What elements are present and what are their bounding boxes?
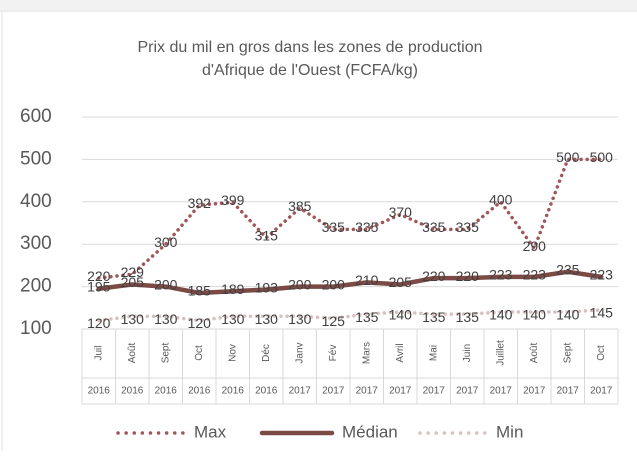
data-label: 235 — [556, 261, 580, 277]
x-group-label: 2017 — [490, 386, 513, 397]
data-label: 130 — [121, 311, 145, 327]
data-label: 399 — [221, 192, 245, 208]
data-label: 385 — [288, 198, 312, 214]
data-label: 223 — [590, 267, 614, 283]
x-group-label: 2017 — [322, 386, 345, 397]
x-tick-label: Oct — [194, 345, 205, 361]
x-tick-label: Août — [529, 342, 540, 363]
y-tick-label: 100 — [20, 318, 52, 339]
x-group-label: 2017 — [523, 386, 546, 397]
data-label: 189 — [221, 281, 245, 297]
data-label: 205 — [121, 274, 145, 290]
data-label: 120 — [188, 315, 212, 331]
data-label: 140 — [556, 307, 580, 323]
legend-label: Max — [194, 422, 227, 441]
y-tick-label: 200 — [20, 276, 52, 297]
x-tick-label: Juillet — [495, 340, 506, 366]
x-tick-label: Juil — [93, 345, 104, 360]
x-group-label: 2017 — [557, 386, 580, 397]
x-group-label: 2016 — [188, 386, 211, 397]
data-label: 200 — [288, 276, 312, 292]
series-line — [97, 308, 603, 323]
data-label: 140 — [523, 307, 547, 323]
x-group-label: 2017 — [456, 386, 479, 397]
data-label: 135 — [355, 309, 379, 325]
data-label: 500 — [556, 149, 580, 165]
x-tick-label: Déc — [261, 344, 272, 362]
data-label: 335 — [322, 219, 346, 235]
data-label: 130 — [154, 311, 178, 327]
x-tick-label: Mars — [361, 342, 372, 364]
x-tick-label: Mai — [428, 345, 439, 361]
x-tick-label: Oct — [596, 345, 607, 361]
data-label: 195 — [87, 278, 111, 294]
y-tick-label: 400 — [20, 191, 52, 212]
x-group-label: 2017 — [423, 386, 446, 397]
series-line — [96, 269, 604, 296]
data-label: 315 — [255, 228, 279, 244]
x-group-label: 2017 — [356, 386, 379, 397]
x-tick-label: Nov — [227, 344, 238, 362]
x-group-label: 2016 — [121, 386, 144, 397]
data-label: 223 — [523, 267, 547, 283]
y-tick-label: 500 — [20, 148, 52, 169]
data-label: 200 — [154, 276, 178, 292]
x-group-label: 2017 — [389, 386, 412, 397]
data-label: 220 — [456, 268, 480, 284]
x-tick-label: Sept — [160, 342, 171, 363]
x-group-label: 2016 — [222, 386, 245, 397]
data-label: 335 — [355, 219, 379, 235]
x-tick-label: Fév — [328, 345, 339, 362]
data-label: 120 — [87, 315, 111, 331]
data-label: 335 — [456, 219, 480, 235]
chart-title: Prix du mil en gros dans les zones de pr… — [137, 39, 482, 56]
x-tick-label: Avril — [395, 343, 406, 362]
x-tick-label: Juin — [462, 344, 473, 362]
data-label: 145 — [590, 305, 614, 321]
y-tick-label: 600 — [20, 106, 52, 127]
data-label: 220 — [422, 268, 446, 284]
x-tick-label: Août — [127, 342, 138, 363]
data-label: 223 — [489, 267, 513, 283]
data-label: 130 — [255, 311, 279, 327]
chart-title: d'Afrique de l'Ouest (FCFA/kg) — [202, 62, 418, 79]
data-label: 220 — [87, 268, 111, 284]
data-label: 125 — [322, 313, 346, 329]
x-group-label: 2017 — [289, 386, 312, 397]
data-label: 370 — [389, 204, 413, 220]
data-label: 300 — [154, 234, 178, 250]
x-group-label: 2016 — [88, 386, 111, 397]
data-label: 140 — [489, 307, 513, 323]
legend-label: Min — [496, 422, 523, 441]
data-label: 193 — [255, 279, 279, 295]
data-label: 400 — [489, 192, 513, 208]
data-label: 392 — [188, 195, 212, 211]
top-bar — [0, 0, 637, 10]
legend-label: Médian — [342, 422, 398, 441]
data-label: 130 — [288, 311, 312, 327]
x-group-label: 2016 — [155, 386, 178, 397]
x-tick-label: Sept — [562, 342, 573, 363]
data-label: 290 — [523, 238, 547, 254]
data-label: 200 — [322, 276, 346, 292]
y-tick-label: 300 — [20, 233, 52, 254]
data-label: 205 — [389, 274, 413, 290]
data-label: 210 — [355, 272, 379, 288]
data-label: 335 — [422, 219, 446, 235]
data-label: 229 — [121, 264, 145, 280]
x-tick-label: Janv — [294, 342, 305, 363]
x-group-label: 2017 — [590, 386, 613, 397]
x-group-label: 2016 — [255, 386, 278, 397]
data-label: 140 — [389, 307, 413, 323]
series-line — [97, 157, 603, 280]
data-label: 130 — [221, 311, 245, 327]
data-label: 500 — [590, 149, 614, 165]
data-label: 135 — [456, 309, 480, 325]
data-label: 185 — [188, 283, 212, 299]
data-label: 135 — [422, 309, 446, 325]
